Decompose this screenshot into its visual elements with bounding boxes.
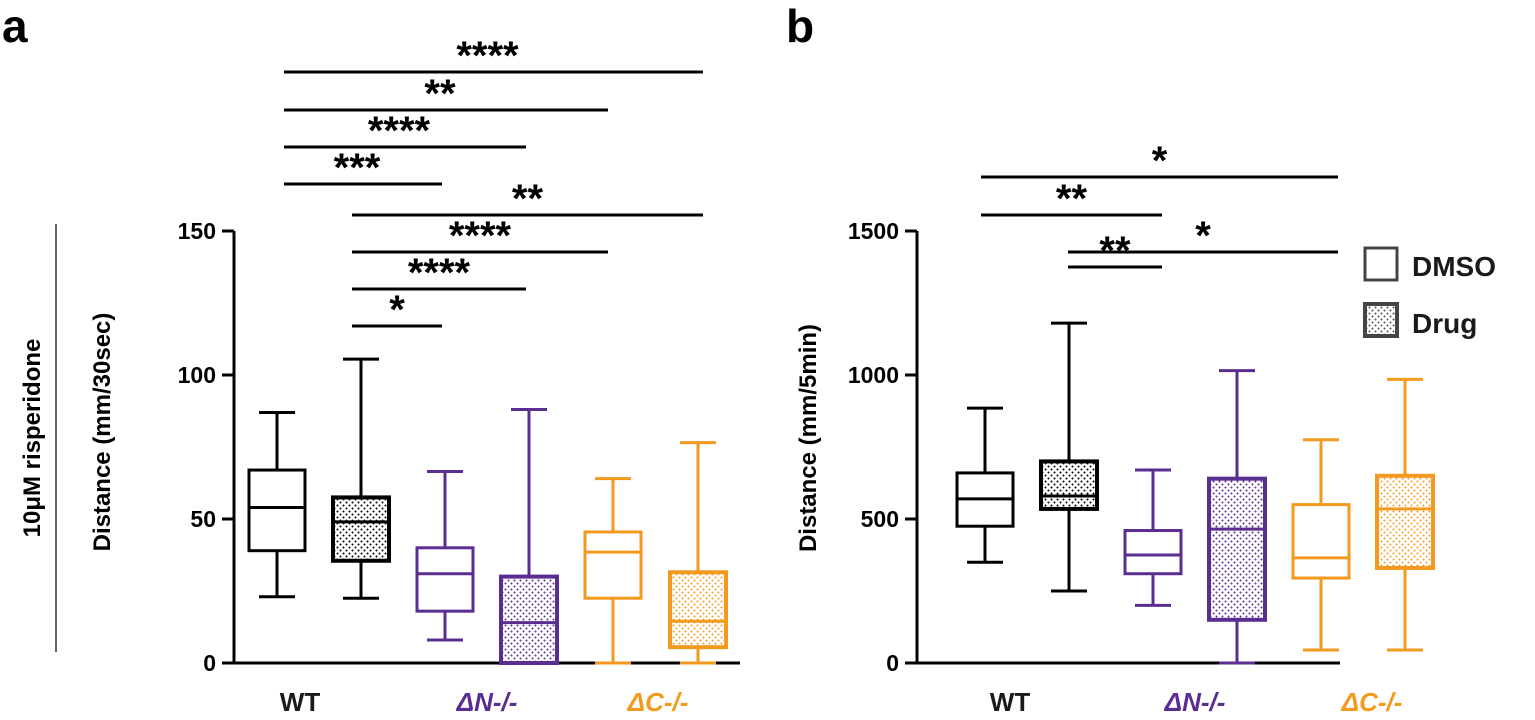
significance-label: ** [512,177,544,221]
box-iqr [1207,476,1267,622]
box-iqr [1123,529,1183,576]
panel-b: b Distance (mm/5min) 0 500 1000 1500 WT ΔN-/-… [786,0,1496,717]
box-ΔC-/--DMSO [583,477,643,665]
box-WT-Drug [331,357,391,600]
x-category-label: ΔC-/- [1341,687,1403,717]
significance-label: * [1152,139,1168,183]
significance-label: ** [1056,177,1088,221]
significance-label: ** [424,72,456,116]
box-ΔN-/--Drug [1207,369,1267,665]
significance-label: * [389,288,405,332]
x-category-label: ΔN-/- [456,687,518,717]
y-axis-label-b: Distance (mm/5min) [795,324,822,552]
significance-label: **** [449,214,512,258]
box-WT-DMSO [247,410,307,599]
significance-label: * [1195,214,1211,258]
box-iqr [583,530,643,600]
significance-label: **** [456,34,519,78]
significance-label: **** [368,109,431,153]
y-tick-label: 100 [178,362,216,388]
box-ΔN-/--DMSO [1123,468,1183,607]
y-tick-label: 50 [190,506,216,532]
box-iqr [1375,473,1435,570]
y-tick-label: 1500 [848,218,899,244]
panel-b-letter: b [786,0,814,52]
y-tick-label: 500 [861,506,899,532]
box-ΔN-/--Drug [499,408,559,665]
box-WT-Drug [1039,321,1099,593]
box-iqr [668,570,728,650]
legend-label-dmso: DMSO [1412,251,1496,282]
panel-a: a 10μM risperidone Distance (mm/30sec) 0… [2,0,740,717]
box-iqr [247,468,307,553]
box-iqr [415,546,475,613]
box-ΔC-/--Drug [1375,377,1435,652]
box-iqr [1039,459,1099,511]
legend-swatch-dmso [1363,246,1399,282]
significance-label: **** [408,251,471,295]
box-iqr [499,574,559,665]
x-category-label: ΔN-/- [1164,687,1226,717]
significance-label: *** [334,146,381,190]
side-label: 10μM risperidone [19,339,46,538]
box-ΔC-/--Drug [668,441,728,665]
x-category-label: WT [990,687,1031,717]
box-iqr [1291,503,1351,580]
box-ΔN-/--DMSO [415,469,475,642]
panel-a-letter: a [2,0,28,52]
legend-label-drug: Drug [1412,308,1477,339]
y-tick-label: 0 [203,650,216,676]
box-WT-DMSO [955,406,1015,564]
significance-label: ** [1099,229,1131,273]
box-ΔC-/--DMSO [1291,438,1351,652]
y-axis-label-a: Distance (mm/30sec) [89,313,116,552]
legend-swatch-drug [1363,302,1399,338]
y-tick-label: 1000 [848,362,899,388]
legend: DMSO Drug [1363,246,1496,339]
y-tick-label: 150 [178,218,216,244]
y-tick-label: 0 [886,650,899,676]
x-category-label: WT [280,687,321,717]
x-category-label: ΔC-/- [627,687,689,717]
box-iqr [331,495,391,563]
